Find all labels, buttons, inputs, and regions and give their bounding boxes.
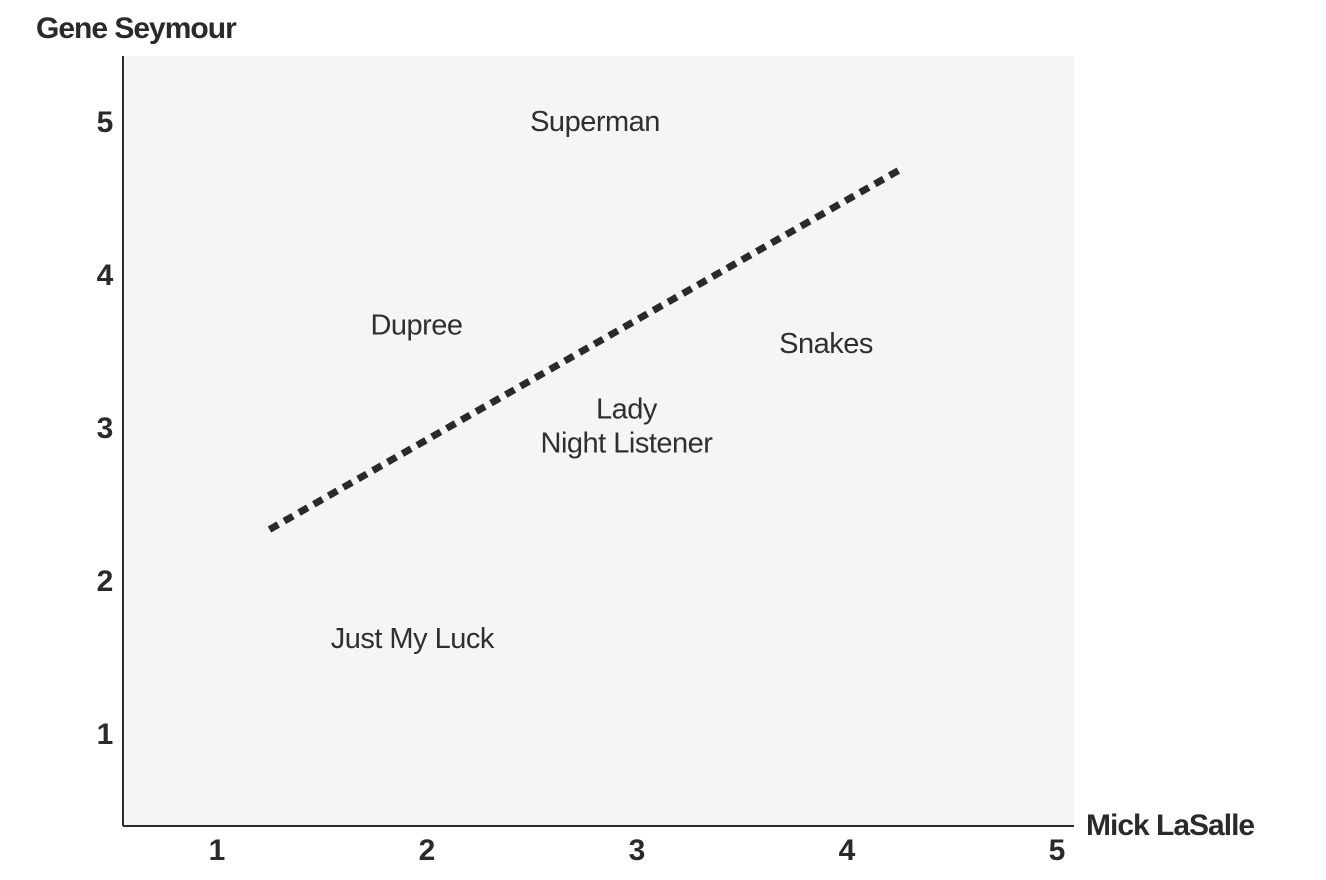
plot-area-background [123, 56, 1074, 826]
x-tick-label: 3 [629, 834, 646, 867]
x-tick-label: 4 [839, 834, 856, 867]
tick-labels-group: 1 2 3 4 5 1 2 3 4 5 [97, 106, 1066, 867]
x-tick-label: 1 [209, 834, 226, 867]
x-tick-label: 5 [1049, 834, 1066, 867]
trend-line-group [267, 166, 902, 533]
y-tick-label: 1 [97, 718, 114, 751]
point-label: Night Listener [541, 427, 714, 459]
y-tick-label: 2 [97, 565, 114, 598]
y-tick-label: 4 [97, 259, 114, 292]
point-label: Lady [596, 394, 658, 426]
y-tick-label: 3 [97, 412, 114, 445]
point-label: Snakes [779, 328, 873, 360]
x-axis-title: Mick LaSalle [1086, 809, 1254, 842]
x-tick-label: 2 [419, 834, 436, 867]
y-axis-title: Gene Seymour [36, 12, 237, 45]
y-tick-label: 5 [97, 106, 114, 139]
point-label: Just My Luck [331, 623, 495, 655]
trend-line [267, 166, 902, 533]
point-label: Dupree [370, 309, 462, 341]
point-label: Superman [530, 106, 660, 138]
